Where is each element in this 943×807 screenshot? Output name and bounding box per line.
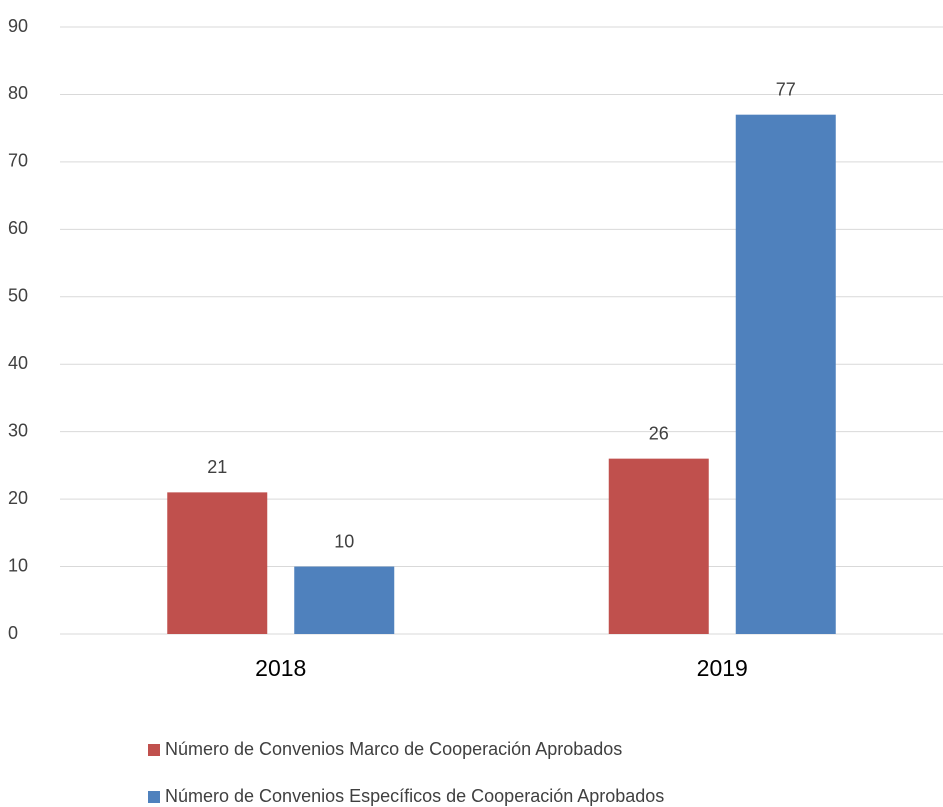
y-tick-label: 80 [8,83,28,103]
x-tick-label: 2019 [697,655,748,681]
value-label: 26 [649,423,669,443]
y-tick-label: 20 [8,488,28,508]
y-tick-label: 60 [8,218,28,238]
y-tick-label: 50 [8,286,28,306]
bar [167,492,268,634]
y-tick-label: 30 [8,420,28,440]
bar [608,458,709,634]
bar [294,566,395,634]
y-tick-label: 0 [8,623,18,643]
legend-label: Número de Convenios Específicos de Coope… [165,786,664,806]
value-label: 10 [334,531,354,551]
y-tick-label: 70 [8,151,28,171]
y-tick-label: 90 [8,16,28,36]
value-label: 77 [776,79,796,99]
bar [735,114,836,634]
legend-swatch [148,791,160,803]
x-tick-label: 2018 [255,655,306,681]
y-tick-label: 10 [8,555,28,575]
legend-swatch [148,744,160,756]
legend-label: Número de Convenios Marco de Cooperación… [165,739,622,759]
value-label: 21 [207,457,227,477]
y-tick-label: 40 [8,353,28,373]
